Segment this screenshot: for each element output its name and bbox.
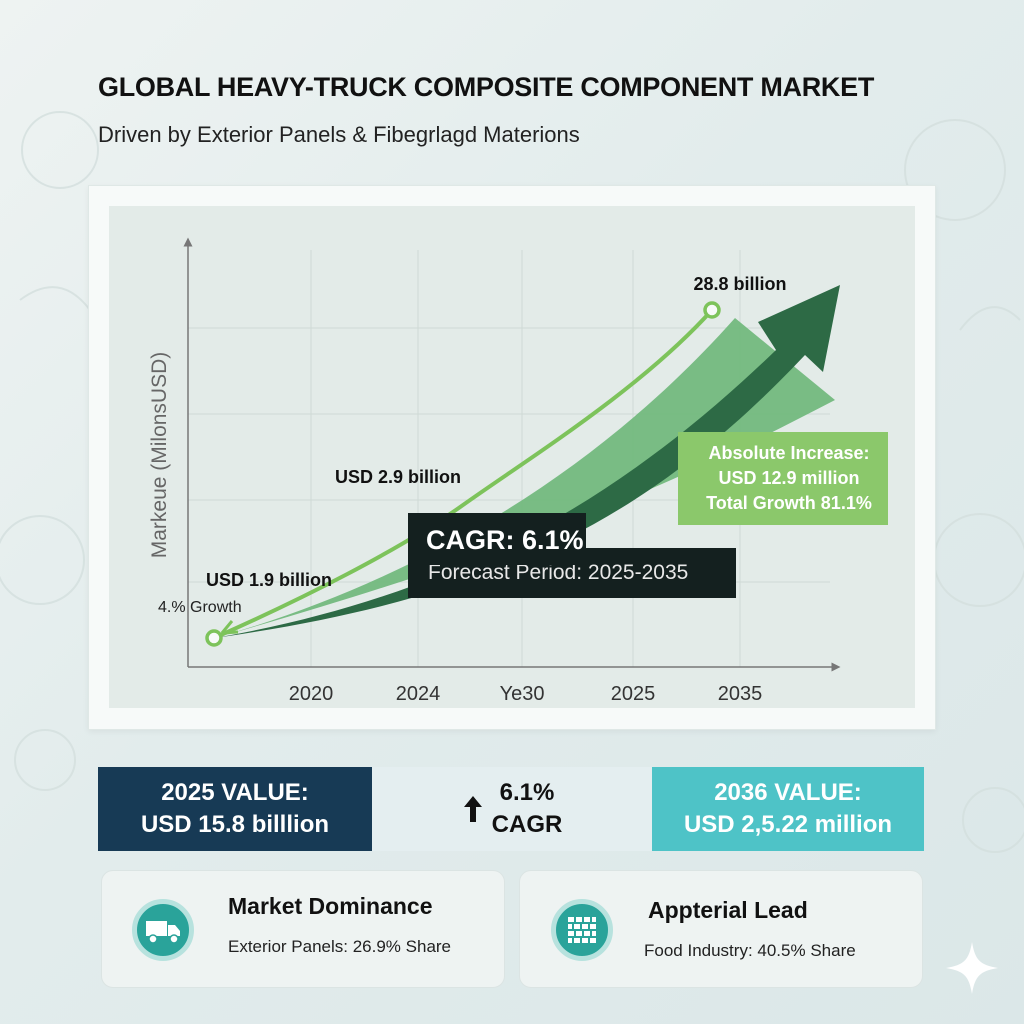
card-subtitle: Exterior Panels: 26.9% Share [228,937,452,956]
stat-cagr-value: 6.1% [499,779,555,806]
sparkle-icon [946,942,998,994]
market-dominance-card: Market Dominance Exterior Panels: 26.9% … [101,870,505,988]
increase-value: USD 12.9 million [718,468,860,488]
x-tick-label: Ye30 [500,683,545,705]
card-title: Appterial Lead [648,897,808,923]
growth-band-light [215,318,835,638]
data-point [703,301,721,319]
absolute-increase-callout: Absolute Increase: USD 12.9 million Tota… [678,432,888,525]
x-tick-label: 2020 [289,683,334,705]
stat-cagr: 6.1% CAGR [372,767,652,851]
stat-2025-label: 2025 VALUE: [161,779,309,806]
x-tick-label: 2025 [611,683,656,705]
increase-title: Absolute Increase: [708,443,870,463]
data-label: 28.8 billion [693,274,786,294]
x-tick-label: 2024 [396,683,441,705]
stat-2036-amount: USD 2,5.22 million [683,811,893,838]
stat-cagr-label: CAGR [491,811,563,838]
stat-2025-value: 2025 VALUE: USD 15.8 billlion [98,767,372,851]
y-axis-label: Markeue (MilonsUSD) [148,352,171,559]
cagr-callout: CAGR: 6.1% [408,513,586,565]
stat-2025-amount: USD 15.8 billlion [140,811,330,838]
appterial-lead-card: Appterial Lead Food Industry: 40.5% Shar… [519,870,923,988]
truck-icon [132,899,194,961]
arrow-up-icon [463,796,482,822]
grid-material-icon [551,899,613,961]
stat-2036-label: 2036 VALUE: [714,779,862,806]
page-subtitle: Driven by Exterior Panels & Fibegrlagd M… [98,122,580,147]
x-tick-label: 2035 [718,683,763,705]
data-point [205,629,223,647]
growth-note: 4.% Growth [158,599,242,616]
card-subtitle: Food Industry: 40.5% Share [644,941,856,960]
total-growth: Total Growth 81.1% [706,493,872,513]
data-label: USD 2.9 billion [335,467,461,487]
growth-arrow-dark [215,285,840,638]
series-line [213,308,714,640]
data-label: USD 1.9 billion [206,570,332,590]
card-title: Market Dominance [228,893,433,919]
page-title: GLOBAL HEAVY-TRUCK COMPOSITE COMPONENT M… [98,72,875,102]
stat-2036-value: 2036 VALUE: USD 2,5.22 million [652,767,924,851]
